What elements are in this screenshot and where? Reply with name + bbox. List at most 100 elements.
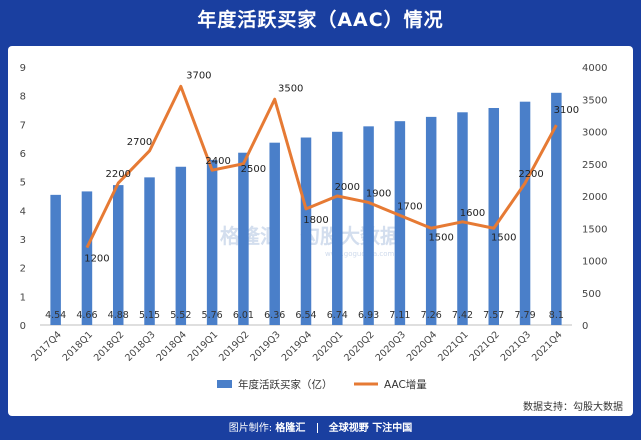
bar (206, 159, 218, 325)
y-right-tick-label: 3500 (582, 95, 607, 106)
bar (144, 177, 155, 325)
bar (112, 185, 124, 325)
x-tick-label: 2021Q4 (530, 329, 564, 363)
y-left-tick-label: 4 (20, 206, 26, 217)
aac-line (85, 84, 558, 249)
x-tick-label: 2020Q4 (405, 329, 439, 363)
y-left-tick-label: 2 (20, 264, 26, 275)
line-value-label: 1700 (397, 201, 422, 212)
bar (81, 191, 93, 325)
watermark-data-brand: 勾股大数据 (300, 224, 400, 248)
y-right-tick-label: 2000 (582, 192, 607, 203)
y-left-tick-label: 5 (20, 178, 26, 189)
line-value-label: 2500 (241, 164, 266, 175)
bar (238, 152, 249, 325)
bar-value-label: 4.66 (76, 310, 97, 321)
x-tick-label: 2021Q2 (467, 329, 501, 363)
bar (488, 107, 500, 325)
bar-value-label: 4.88 (108, 310, 129, 321)
y-right-tick-label: 0 (582, 321, 588, 332)
bar (50, 194, 61, 325)
bar (457, 112, 468, 325)
footer: 图片制作: 格隆汇 全球视野 下注中国 (0, 418, 641, 440)
y-right-tick-label: 1000 (582, 257, 607, 268)
y-left-tick-label: 6 (20, 149, 26, 160)
line-value-label: 3500 (278, 83, 303, 94)
x-tick-label: 2018Q4 (155, 329, 189, 363)
x-tick-label: 2019Q4 (280, 329, 314, 363)
x-tick-label: 2018Q3 (123, 329, 157, 363)
bar-value-label: 6.01 (233, 310, 254, 321)
legend-label-bars: 年度活跃买家（亿） (238, 378, 333, 391)
legend-label-line: AAC增量 (384, 378, 427, 391)
y-right-tick-label: 500 (582, 289, 601, 300)
bar-value-label: 6.93 (358, 310, 379, 321)
x-tick-label: 2019Q3 (248, 329, 282, 363)
line-value-label: 3700 (186, 70, 211, 81)
line-value-label: 1800 (303, 215, 328, 226)
bar-value-label: 4.54 (45, 310, 66, 321)
bar-value-label: 5.76 (202, 310, 223, 321)
x-tick-label: 2018Q1 (61, 329, 95, 363)
x-tick-label: 2021Q3 (499, 329, 533, 363)
footer-slogan: 全球视野 下注中国 (328, 423, 413, 434)
x-tick-label: 2020Q2 (342, 329, 376, 363)
x-tick-label: 2019Q2 (217, 329, 251, 363)
bar (175, 166, 187, 325)
x-tick-label: 2017Q4 (29, 329, 63, 363)
y-right-tick-label: 4000 (582, 63, 607, 74)
line-value-label: 1500 (428, 232, 453, 243)
bar-value-label: 7.42 (452, 310, 473, 321)
bar-value-label: 6.54 (295, 310, 316, 321)
line-value-label: 2200 (106, 169, 131, 180)
line-value-label: 2400 (205, 156, 230, 167)
line-value-label: 1200 (84, 254, 109, 265)
bar-value-label: 7.57 (483, 310, 504, 321)
chart-title: 年度活跃买家（AAC）情况 (197, 9, 444, 31)
y-right-tick-label: 2500 (582, 160, 607, 171)
data-source: 数据支持：勾股大数据 (523, 402, 623, 413)
bar (269, 142, 280, 325)
x-tick-label: 2021Q1 (436, 329, 470, 363)
bar (551, 92, 562, 325)
y-right-tick-label: 1500 (582, 224, 607, 235)
y-left-tick-label: 0 (20, 321, 26, 332)
bar (519, 101, 531, 325)
bar-value-label: 7.11 (389, 310, 410, 321)
bar (332, 131, 343, 325)
bar-value-label: 7.79 (514, 310, 535, 321)
y-left-tick-label: 7 (20, 120, 26, 131)
bar-value-label: 8.1 (549, 310, 564, 321)
watermark-url: www.gogudata.com (325, 250, 394, 258)
bar-value-label: 5.52 (170, 310, 191, 321)
line-value-label: 2000 (335, 182, 360, 193)
legend-swatch-bars (217, 380, 232, 388)
footer-logo: 格隆汇 (275, 423, 306, 434)
line-value-label: 1900 (366, 188, 391, 199)
y-left-tick-label: 1 (20, 292, 26, 303)
bar (425, 116, 437, 325)
y-left-tick-label: 8 (20, 92, 26, 103)
x-tick-label: 2020Q3 (374, 329, 408, 363)
line-value-label: 1500 (491, 232, 516, 243)
bar-value-label: 5.15 (139, 310, 160, 321)
bar-value-label: 6.36 (264, 310, 285, 321)
bar (300, 137, 312, 325)
y-right-tick-label: 3000 (582, 128, 607, 139)
bar-value-label: 7.26 (421, 310, 442, 321)
footer-label: 图片制作: (228, 423, 273, 434)
line-value-label: 2200 (518, 169, 543, 180)
line-value-label: 2700 (127, 137, 152, 148)
bar (363, 126, 374, 325)
footer-divider (316, 423, 318, 433)
y-left-tick-label: 9 (20, 63, 26, 74)
x-tick-label: 2019Q1 (186, 329, 220, 363)
line-value-label: 1600 (460, 208, 485, 219)
bar-value-label: 6.74 (327, 310, 348, 321)
x-tick-label: 2018Q2 (92, 329, 126, 363)
line-value-label: 3100 (554, 105, 579, 116)
y-left-tick-label: 3 (20, 235, 26, 246)
bar (394, 121, 406, 326)
